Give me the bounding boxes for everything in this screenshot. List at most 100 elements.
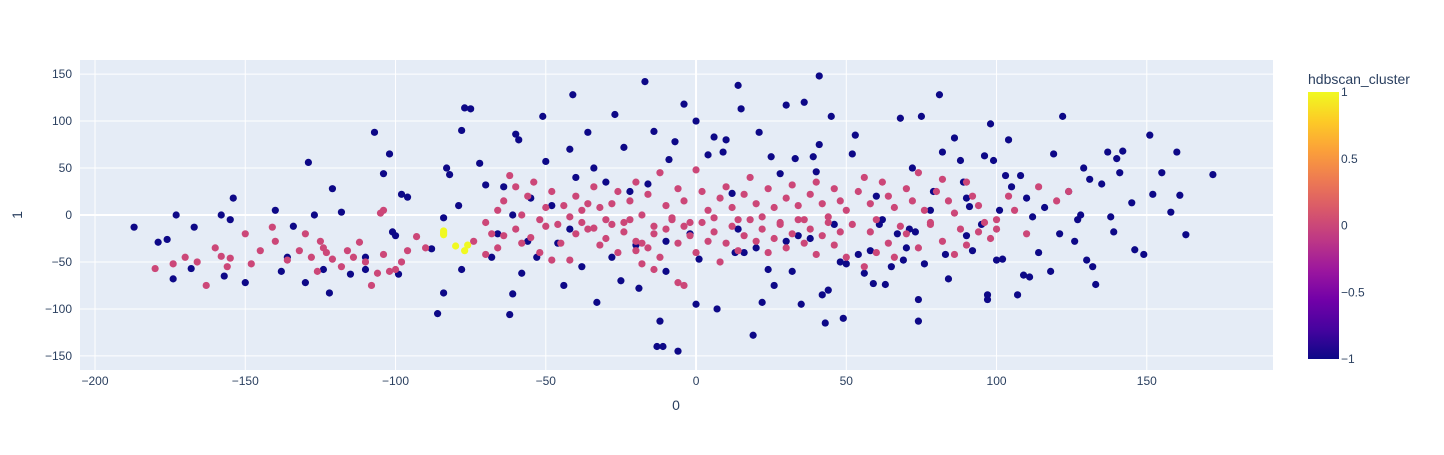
data-point[interactable] [839,314,847,322]
data-point[interactable] [698,187,706,196]
data-point[interactable] [671,138,679,146]
data-point[interactable] [812,168,820,176]
data-point[interactable] [569,91,577,99]
data-point[interactable] [1176,191,1184,199]
data-point[interactable] [866,228,874,236]
data-point[interactable] [815,72,823,80]
data-point[interactable] [596,203,604,212]
data-point[interactable] [611,110,619,119]
data-point[interactable] [512,183,520,191]
data-point[interactable] [620,228,628,236]
data-point[interactable] [163,235,171,244]
data-point[interactable] [346,270,355,278]
data-point[interactable] [385,150,394,158]
data-point[interactable] [602,216,610,224]
data-point[interactable] [974,228,983,236]
data-point[interactable] [421,244,430,252]
data-point[interactable] [361,265,370,274]
data-point[interactable] [734,247,742,255]
data-point[interactable] [755,128,763,136]
data-point[interactable] [644,244,652,252]
data-point[interactable] [797,300,805,308]
data-point[interactable] [680,100,688,108]
data-point[interactable] [1104,148,1112,156]
data-point[interactable] [848,150,856,158]
data-point[interactable] [515,136,523,144]
data-point[interactable] [866,247,874,255]
data-point[interactable] [1146,131,1154,139]
data-point[interactable] [1140,250,1148,259]
data-point[interactable] [1053,197,1061,205]
data-point[interactable] [794,216,802,224]
data-point[interactable] [665,155,673,164]
data-point[interactable] [584,225,592,233]
data-point[interactable] [668,214,676,222]
data-point[interactable] [632,247,640,255]
data-point[interactable] [764,185,772,193]
data-point[interactable] [950,134,959,142]
data-point[interactable] [1059,112,1067,120]
data-point[interactable] [878,178,886,186]
data-point[interactable] [379,250,388,259]
data-point[interactable] [752,244,760,252]
data-point[interactable] [590,224,598,232]
data-point[interactable] [217,211,225,219]
data-point[interactable] [593,298,601,306]
data-point[interactable] [962,194,971,202]
data-point[interactable] [674,347,682,355]
data-point[interactable] [316,237,325,245]
data-point[interactable] [626,197,634,205]
data-point[interactable] [980,152,989,160]
data-point[interactable] [524,192,532,200]
data-point[interactable] [692,117,700,125]
data-point[interactable] [1035,183,1043,191]
data-point[interactable] [962,178,971,186]
data-point[interactable] [169,260,177,268]
data-point[interactable] [452,242,460,250]
data-point[interactable] [1050,150,1058,158]
data-point[interactable] [704,237,712,245]
data-point[interactable] [719,148,727,156]
data-point[interactable] [758,213,766,221]
data-point[interactable] [1025,273,1034,281]
data-point[interactable] [662,267,670,275]
data-point[interactable] [1004,192,1013,200]
data-point[interactable] [794,232,802,240]
data-point[interactable] [590,183,598,191]
data-point[interactable] [692,300,700,308]
data-point[interactable] [770,234,778,243]
data-point[interactable] [506,171,514,180]
data-point[interactable] [527,233,535,242]
data-point[interactable] [842,260,850,268]
data-point[interactable] [539,112,547,120]
data-point[interactable] [734,216,742,224]
data-point[interactable] [746,173,754,182]
data-point[interactable] [1149,190,1157,198]
data-point[interactable] [256,247,264,255]
data-point[interactable] [518,211,526,219]
data-point[interactable] [884,192,892,200]
data-point[interactable] [686,218,694,227]
data-point[interactable] [614,248,622,257]
data-point[interactable] [1004,136,1013,144]
data-point[interactable] [1010,206,1019,214]
data-point[interactable] [626,216,634,224]
data-point[interactable] [310,211,318,219]
data-point[interactable] [782,244,790,252]
data-point[interactable] [536,216,544,224]
data-point[interactable] [602,234,610,243]
data-point[interactable] [542,157,550,166]
data-point[interactable] [379,170,388,178]
data-point[interactable] [992,216,1001,224]
data-point[interactable] [800,98,808,106]
data-point[interactable] [154,238,162,246]
data-point[interactable] [289,222,297,230]
data-point[interactable] [692,166,700,174]
data-point[interactable] [758,225,766,233]
data-point[interactable] [482,250,490,259]
data-point[interactable] [710,228,718,236]
data-point[interactable] [1065,187,1073,196]
data-point[interactable] [866,200,874,208]
data-point[interactable] [986,234,995,243]
data-point[interactable] [1071,237,1079,245]
